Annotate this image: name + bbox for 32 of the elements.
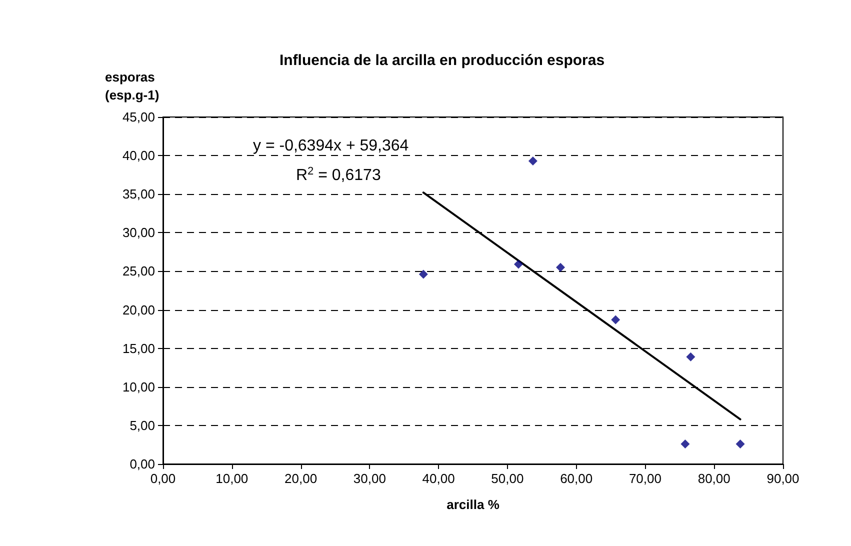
y-axis-title: esporas (esp.g-1) (105, 70, 160, 102)
point (736, 439, 745, 448)
point (680, 439, 690, 448)
point (556, 262, 565, 272)
x-tick-label: 60,00 (560, 471, 593, 486)
x-tick-label: 90,00 (766, 471, 800, 486)
point (686, 352, 696, 362)
point (514, 260, 523, 269)
x-tick-label: 10,00 (216, 471, 248, 486)
y-tick-label: 45,00 (122, 110, 155, 124)
y-tick-label: 15,00 (122, 340, 155, 356)
point (611, 315, 620, 324)
y-tick-label: 35,00 (122, 186, 155, 202)
x-tick-label: 20,00 (284, 471, 318, 486)
y-tick-label: 5,00 (130, 418, 155, 433)
x-tick-label: 50,00 (491, 471, 524, 486)
point (418, 270, 428, 279)
y-tick-label: 10,00 (122, 379, 155, 394)
y-tick-label: 40,00 (122, 148, 155, 164)
y-tick-label: 30,00 (122, 225, 155, 240)
chart-title: Influencia de la arcilla en producción esporas (279, 52, 605, 69)
x-axis-title: arcilla % (446, 497, 500, 512)
x-tick-label: 0,00 (150, 471, 176, 486)
y-tick-label: 0,00 (130, 456, 155, 472)
point (528, 156, 538, 166)
x-tick-label: 80,00 (698, 471, 730, 486)
x-tick-label: 70,00 (628, 471, 662, 486)
x-tick-label: 40,00 (422, 471, 455, 486)
y-tick-label: 25,00 (122, 264, 155, 279)
annotation: y = -0,6394x + 59,364 (253, 138, 409, 154)
y-tick-label: 20,00 (122, 302, 155, 318)
x-tick-label: 30,00 (353, 471, 386, 486)
